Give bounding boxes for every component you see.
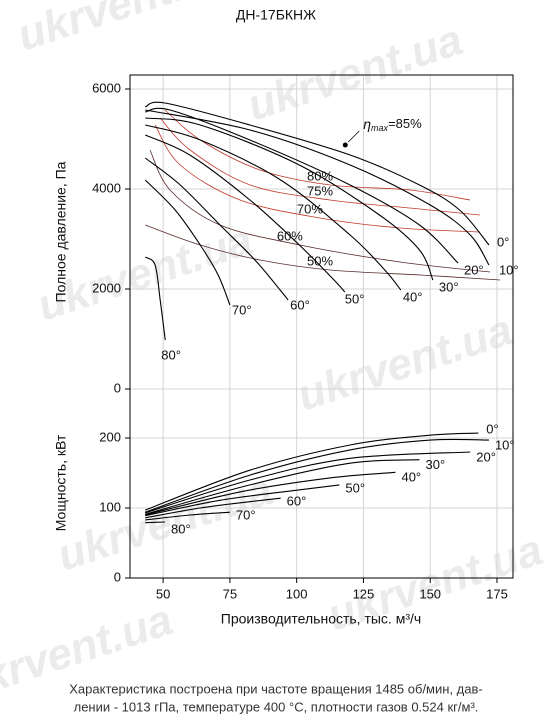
annotation-part: max [371, 123, 389, 133]
curve-label: 10° [499, 262, 519, 277]
efficiency-curve [159, 117, 480, 216]
x-tick-label: 125 [353, 586, 375, 601]
curve [145, 511, 230, 521]
curve-label: 20° [476, 449, 496, 464]
curve [145, 471, 396, 516]
plot-frame [129, 74, 514, 579]
x-tick-label: 150 [419, 586, 441, 601]
y-tick-label: 100 [99, 499, 121, 514]
curve [145, 109, 490, 266]
curve-label: 40° [403, 289, 423, 304]
watermark: ukrvent.ua [292, 305, 519, 420]
curve [145, 101, 490, 246]
watermark: ukrvent.ua [242, 15, 469, 130]
chart-title: ДН-17БКНЖ [236, 7, 316, 23]
watermarks: ukrvent.uaukrvent.uaukrvent.uaukrvent.ua… [0, 0, 548, 711]
x-tick-label: 175 [486, 586, 508, 601]
curve-label: 80° [171, 521, 191, 536]
watermark: ukrvent.ua [12, 0, 239, 61]
curve [145, 484, 340, 517]
annotation-part: η [363, 116, 371, 132]
curve [144, 157, 289, 301]
curve-label: 30° [439, 279, 459, 294]
curve [145, 459, 420, 515]
efficiency-label: 75% [307, 183, 333, 198]
curve-label: 50° [345, 480, 365, 495]
y-tick-label: 4000 [92, 180, 121, 195]
footnote: Характеристика построена при частоте вра… [69, 681, 482, 696]
curve-label: 70° [232, 302, 252, 317]
curve-label: 60° [287, 494, 307, 509]
curve [145, 432, 479, 511]
leader [347, 130, 360, 143]
curve [145, 497, 281, 519]
footnote: лении - 1013 гПа, температуре 400 °С, пл… [74, 699, 479, 714]
watermark: ukrvent.ua [52, 465, 279, 580]
efficiency-label: 50% [307, 253, 333, 268]
curve-label: 60° [290, 297, 310, 312]
curve-label: 50° [345, 291, 365, 306]
x-axis-label: Производительность, тыс. м³/ч [221, 611, 421, 627]
curve-label: 20° [464, 262, 484, 277]
curve-label: 0° [497, 234, 509, 249]
efficiency-label: 70% [297, 201, 323, 216]
efficiency-curve [149, 149, 491, 273]
y-tick-label: 6000 [92, 80, 121, 95]
curve [145, 451, 471, 514]
curve-label: 10° [495, 438, 515, 453]
x-tick-label: 100 [286, 586, 308, 601]
eta-max-point [342, 142, 348, 148]
curve-label: 40° [401, 470, 421, 485]
curve-label: 30° [426, 457, 446, 472]
annotation: ηmax=85% [363, 116, 422, 134]
annotation-part: =85% [388, 116, 422, 131]
curve-label: 80° [161, 347, 181, 362]
efficiency-curve [154, 124, 480, 233]
x-tick-label: 75 [223, 586, 237, 601]
y-axis-label: Полное давление, Па [53, 161, 69, 302]
marks: 80%75%70%60%50%0°10°20°30°40°50°60°70°80… [144, 101, 519, 536]
curve [145, 438, 489, 513]
y-tick-label: 200 [99, 429, 121, 444]
curve [145, 521, 166, 524]
x-tick-label: 50 [156, 586, 170, 601]
curve [144, 134, 346, 293]
y-tick-label: 2000 [92, 280, 121, 295]
curve [145, 107, 459, 264]
curve [145, 117, 434, 281]
y-tick-label: 0 [114, 380, 121, 395]
curve [144, 256, 166, 341]
curve-label: 70° [236, 508, 256, 523]
curve [145, 124, 402, 291]
y-tick-label: 0 [114, 569, 121, 584]
curve [144, 179, 231, 306]
y-axis-label: Мощность, кВт [53, 434, 69, 531]
curve-label: 0° [486, 422, 498, 437]
